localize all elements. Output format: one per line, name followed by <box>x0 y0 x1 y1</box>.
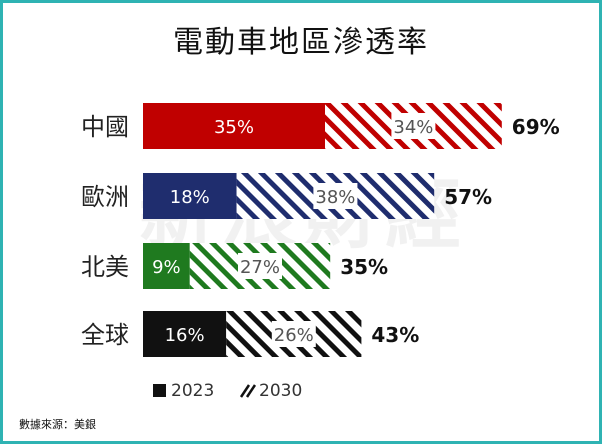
category-label-2: 北美 <box>81 253 129 281</box>
bar-2023-0 <box>143 103 325 149</box>
bar-2030-label-0: 34% <box>393 117 433 138</box>
legend-label-2023: 2023 <box>171 381 214 401</box>
category-label-0: 中國 <box>81 113 129 141</box>
bar-2023-label-2: 9% <box>152 257 181 278</box>
bar-2030-label-2: 27% <box>240 257 280 278</box>
bar-2030-label-bg-1 <box>313 183 358 209</box>
total-label-2: 35% <box>340 255 388 279</box>
bar-2023-label-0: 35% <box>214 117 254 138</box>
category-label-1: 歐洲 <box>81 183 129 211</box>
total-label-0: 69% <box>512 115 560 139</box>
total-label-1: 57% <box>444 185 492 209</box>
chart: 中國 35% 34% 69% 歐洲 18% 38% 57% 北美 9% 27% 35% 全球 16% 26%… <box>81 103 560 401</box>
bar-2030-label-1: 38% <box>315 187 355 208</box>
bar-2023-1 <box>143 173 237 219</box>
bar-2030-label-bg-0 <box>391 113 436 139</box>
bar-2023-label-3: 16% <box>165 325 205 346</box>
legend-swatch-2030 <box>239 384 257 398</box>
bar-2023-3 <box>143 311 227 357</box>
bar-2030-label-bg-3 <box>271 321 316 347</box>
category-label-3: 全球 <box>81 321 129 349</box>
legend-swatch-2023 <box>153 384 166 397</box>
legend-label-2030: 2030 <box>259 381 302 401</box>
total-label-3: 43% <box>371 323 419 347</box>
bar-2030-label-bg-2 <box>238 253 282 279</box>
bar-2023-label-1: 18% <box>170 187 210 208</box>
bar-2030-label-3: 26% <box>274 325 314 346</box>
bar-2023-2 <box>143 243 190 289</box>
source-note: 數據來源：美銀 <box>19 418 96 431</box>
chart-title: 電動車地區滲透率 <box>173 25 429 60</box>
